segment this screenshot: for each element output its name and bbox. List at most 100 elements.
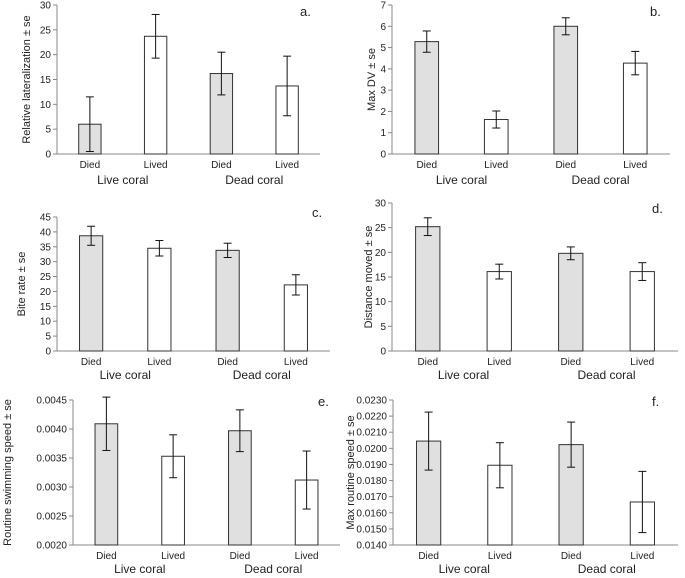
bar-died xyxy=(558,252,584,352)
x-group-label: Live coral xyxy=(439,562,490,576)
y-tick-label: 0.0190 xyxy=(356,460,387,471)
x-category-label: Lived xyxy=(144,160,168,171)
x-group-label: Dead coral xyxy=(225,173,283,187)
y-tick-label: 5 xyxy=(380,43,386,54)
error-bar xyxy=(87,225,96,246)
bar-lived xyxy=(147,247,172,352)
y-tick-label: 0.0220 xyxy=(356,412,387,423)
x-category-label: Died xyxy=(417,357,438,368)
chart-panel-2: 0 1 2 3 4 5 6 7 Died Lived Died Lived Live coral Dead… xyxy=(366,1,670,187)
x-category-label: Died xyxy=(96,551,117,562)
panel-label: c. xyxy=(312,205,322,220)
x-category-label: Died xyxy=(217,357,238,368)
y-axis-title: Bite rate ± se xyxy=(16,252,28,317)
y-tick-label: 0.0170 xyxy=(356,492,387,503)
y-tick-label: 20 xyxy=(40,50,52,61)
y-axis-title: Max DV ± se xyxy=(366,48,378,111)
x-category-label: Lived xyxy=(484,160,508,171)
y-tick-label: 0.0040 xyxy=(36,425,67,436)
y-tick-label: 2 xyxy=(380,107,386,118)
error-bar xyxy=(495,263,504,280)
x-group-label: Live coral xyxy=(436,173,487,187)
error-bar xyxy=(566,246,575,261)
y-tick-label: 0.0180 xyxy=(356,476,387,487)
y-tick-label: 0.0150 xyxy=(356,524,387,535)
y-tick-label: 40 xyxy=(40,227,52,238)
error-bar xyxy=(422,30,431,53)
bar-died xyxy=(415,226,441,352)
x-group-label: Live coral xyxy=(100,368,151,382)
x-group-label: Dead coral xyxy=(571,173,629,187)
y-tick-label: 45 xyxy=(40,213,52,224)
panel-label: b. xyxy=(650,4,661,19)
x-category-label: Died xyxy=(418,551,439,562)
x-category-label: Lived xyxy=(161,551,185,562)
bar-died xyxy=(215,249,240,352)
error-bar xyxy=(567,421,576,468)
x-category-label: Lived xyxy=(630,551,654,562)
y-tick-label: 0.0025 xyxy=(36,512,67,523)
y-axis-title: Distance moved ± se xyxy=(363,226,375,329)
x-category-label: Died xyxy=(230,551,251,562)
error-bar xyxy=(235,409,244,453)
panel-label: a. xyxy=(300,4,311,19)
y-axis-title: Routine swimming speed ± se xyxy=(2,399,14,546)
error-bar xyxy=(561,17,570,36)
y-tick-label: 15 xyxy=(40,75,52,86)
error-bar xyxy=(495,442,504,489)
bar-died xyxy=(414,41,440,155)
y-tick-label: 0.0160 xyxy=(356,508,387,519)
y-tick-label: 0 xyxy=(380,150,386,161)
y-tick-label: 10 xyxy=(40,317,52,328)
x-category-label: Lived xyxy=(630,357,654,368)
y-tick-label: 30 xyxy=(40,1,52,12)
error-bar xyxy=(424,411,433,471)
error-bar xyxy=(291,274,300,296)
error-bar xyxy=(85,96,94,153)
y-tick-label: 4 xyxy=(380,64,386,75)
panel-label: e. xyxy=(318,394,329,409)
y-tick-label: 0.0030 xyxy=(36,483,67,494)
y-tick-label: 0.0020 xyxy=(36,541,67,552)
error-bar xyxy=(492,110,501,129)
y-tick-label: 0 xyxy=(45,150,51,161)
chart-panel-1: 0 5 10 15 20 25 30 Died Lived Died Lived Live coral… xyxy=(21,1,320,187)
chart-panel-6: 0.0140 0.0150 0.0160 0.0170 0.0180 0.0190 0.02… xyxy=(345,394,678,576)
error-bar xyxy=(223,242,232,258)
y-tick-label: 15 xyxy=(40,302,52,313)
x-category-label: Died xyxy=(561,551,582,562)
y-tick-label: 0 xyxy=(45,347,51,358)
y-tick-label: 30 xyxy=(375,199,387,210)
y-tick-label: 0.0200 xyxy=(356,444,387,455)
bar-lived xyxy=(622,62,648,155)
y-tick-label: 25 xyxy=(40,272,52,283)
y-tick-label: 5 xyxy=(45,332,51,343)
error-bar xyxy=(631,50,640,76)
x-category-label: Lived xyxy=(623,160,647,171)
y-tick-label: 20 xyxy=(375,248,387,259)
chart-panel-5: 0.0020 0.0025 0.0030 0.0035 0.0040 0.0045 Died… xyxy=(2,394,340,576)
x-category-label: Died xyxy=(81,357,102,368)
y-tick-label: 0.0230 xyxy=(356,396,387,407)
x-category-label: Lived xyxy=(275,160,299,171)
y-tick-label: 35 xyxy=(40,242,52,253)
panel-label: d. xyxy=(652,201,663,216)
y-tick-label: 1 xyxy=(380,128,386,139)
bar-died xyxy=(553,25,579,155)
y-tick-label: 30 xyxy=(40,257,52,268)
x-group-label: Live coral xyxy=(114,562,165,576)
x-category-label: Lived xyxy=(284,357,308,368)
y-tick-label: 0.0140 xyxy=(356,541,387,552)
y-tick-label: 0 xyxy=(380,347,386,358)
bar-died xyxy=(79,235,104,352)
error-bar xyxy=(151,13,160,59)
error-bar xyxy=(283,55,292,117)
x-group-label: Dead coral xyxy=(578,562,636,576)
error-bar xyxy=(302,450,311,510)
x-category-label: Lived xyxy=(147,357,171,368)
y-tick-label: 0.0045 xyxy=(36,396,67,407)
y-tick-label: 6 xyxy=(380,22,386,33)
x-group-label: Dead coral xyxy=(244,562,302,576)
x-category-label: Died xyxy=(80,160,101,171)
